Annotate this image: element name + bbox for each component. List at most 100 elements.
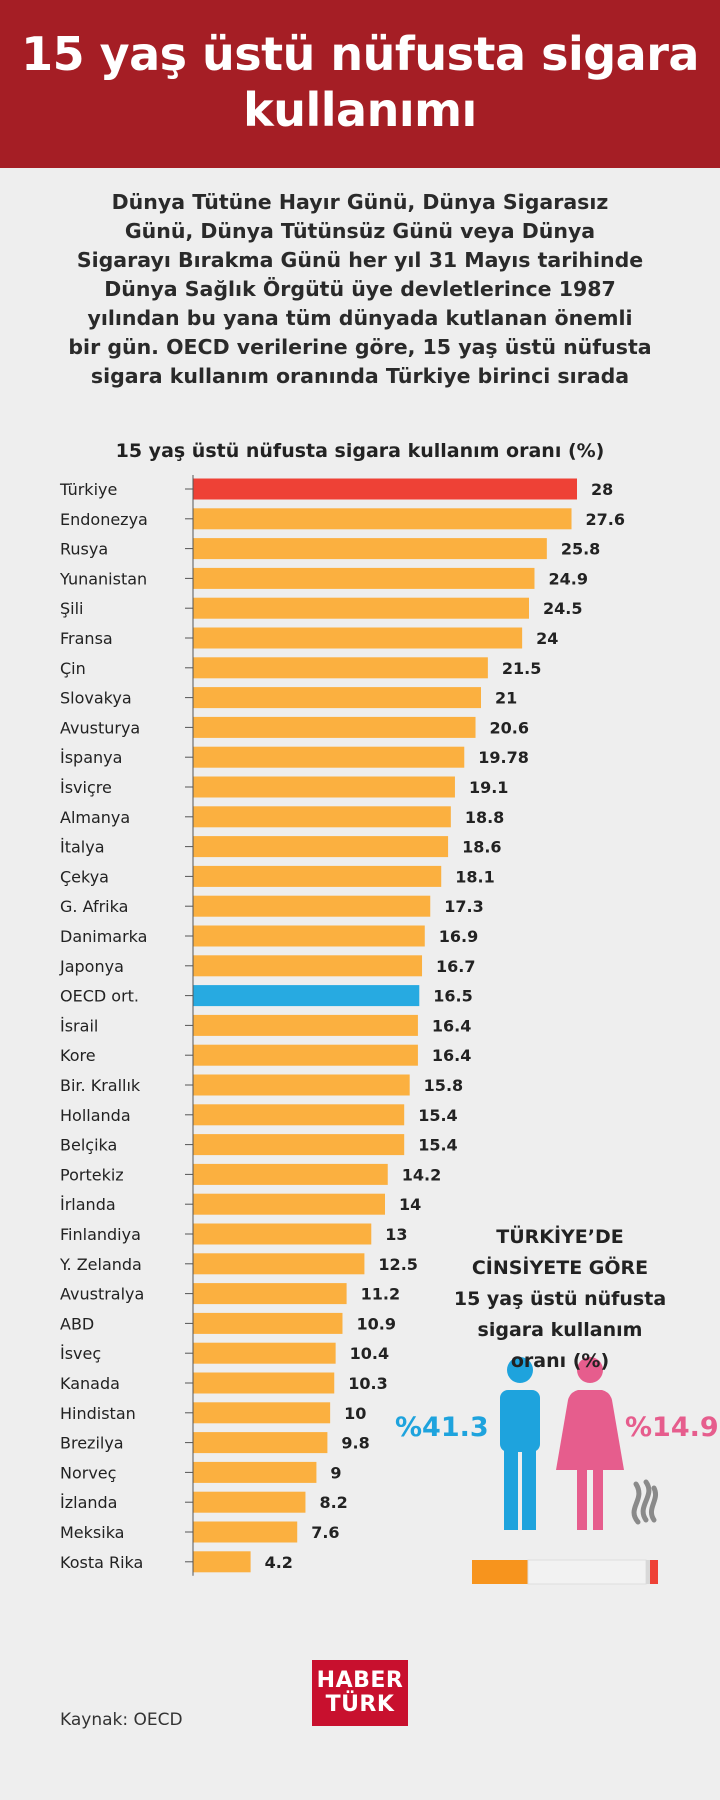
value-label: 4.2 [265,1553,293,1572]
category-label: Kore [60,1046,96,1065]
intro-line: sigara kullanım oranında Türkiye birinci… [90,364,630,388]
category-label: İspanya [60,748,122,767]
category-label: Belçika [60,1136,117,1155]
bar [193,1283,347,1305]
gender-section-title: TÜRKİYE’DE CİNSİYETE GÖRE 15 yaş üstü nü… [420,1222,700,1377]
intro-line: Dünya Tütüne Hayır Günü, Dünya Sigarasız [111,190,609,214]
value-label: 21 [495,689,517,708]
value-label: 18.8 [465,808,504,827]
category-label: G. Afrika [60,897,128,916]
category-label: Y. Zelanda [59,1255,142,1274]
category-label: Hollanda [60,1106,131,1125]
page-title: 15 yaş üstü nüfusta sigara kullanımı [21,27,699,137]
value-label: 15.4 [418,1136,457,1155]
bar [193,836,449,858]
value-label: 10 [344,1404,366,1423]
value-label: 12.5 [378,1255,417,1274]
category-label: OECD ort. [60,987,139,1006]
bar [193,508,572,530]
bar [193,776,455,798]
category-label: Meksika [60,1523,124,1542]
category-label: Avusturya [60,718,140,737]
value-label: 27.6 [586,510,625,529]
bar [193,1074,410,1096]
haberturk-logo: HABER TÜRK [312,1660,408,1726]
bar [193,1491,306,1513]
bar [193,895,431,917]
intro-line: Sigarayı Bırakma Günü her yıl 31 Mayıs t… [76,248,644,272]
value-label: 18.1 [455,867,494,886]
gender-title-line: CİNSİYETE GÖRE [471,1257,649,1279]
gender-title-line: 15 yaş üstü nüfusta [453,1288,667,1310]
bar [193,1551,251,1573]
gender-title-line: TÜRKİYE’DE [496,1226,624,1248]
bar [193,1342,336,1364]
category-label: Slovakya [60,689,132,708]
bar [193,1521,298,1543]
header-banner: 15 yaş üstü nüfusta sigara kullanımı [0,0,720,168]
value-label: 20.6 [490,718,529,737]
value-label: 14.2 [402,1165,441,1184]
value-label: 21.5 [502,659,541,678]
bar [193,1163,388,1185]
female-person-icon [556,1357,624,1530]
value-label: 25.8 [561,540,600,559]
category-label: Norveç [60,1463,116,1482]
male-person-icon [500,1357,540,1530]
value-label: 10.4 [350,1344,389,1363]
category-label: Şili [60,599,84,618]
value-label: 10.9 [356,1314,395,1333]
category-label: Kosta Rika [60,1553,143,1572]
value-label: 19.1 [469,778,508,797]
bar [193,1461,317,1483]
category-label: Finlandiya [60,1225,141,1244]
value-label: 8.2 [319,1493,347,1512]
cigarette-icon [472,1479,658,1585]
bar [193,657,488,679]
bar [193,597,529,619]
value-label: 16.4 [432,1016,471,1035]
intro-line: bir gün. OECD verilerine göre, 15 yaş üs… [68,335,652,359]
category-label: Çin [60,659,86,678]
category-label: Almanya [60,808,130,827]
category-label: İsveç [60,1344,101,1363]
bar [193,716,476,738]
bar [193,687,481,709]
category-label: Fransa [60,629,113,648]
bar [193,1402,331,1424]
intro-text: Dünya Tütüne Hayır Günü, Dünya Sigarasız… [50,188,670,391]
value-label: 7.6 [311,1523,339,1542]
male-percentage: %41.3 [395,1412,489,1443]
category-label: İrlanda [60,1195,116,1214]
gender-title-line: sigara kullanım [477,1319,643,1341]
bar [193,1134,405,1156]
bar [193,1014,418,1036]
value-label: 13 [385,1225,407,1244]
bar [193,985,420,1007]
value-label: 16.7 [436,957,475,976]
intro-line: Günü, Dünya Tütünsüz Günü veya Dünya [124,219,596,243]
value-label: 24.5 [543,599,582,618]
logo-line: HABER [316,1668,404,1693]
value-label: 10.3 [348,1374,387,1393]
category-label: Yunanistan [59,569,147,588]
category-label: Japonya [59,957,124,976]
bars-layer: Türkiye 28 Endonezya 27.6 Rusya 25.8 Yunanista… [59,475,625,1576]
chart-title: 15 yaş üstü nüfusta sigara kullanım oran… [115,440,605,462]
value-label: 18.6 [462,838,501,857]
category-label: Çekya [60,867,109,886]
category-label: Brezilya [60,1434,124,1453]
bar [193,478,577,500]
category-label: ABD [60,1314,94,1333]
category-label: İzlanda [60,1493,117,1512]
bar [193,1432,328,1454]
bar [193,1312,343,1334]
category-label: İsrail [60,1016,98,1035]
bar [193,538,547,560]
value-label: 15.8 [424,1076,463,1095]
value-label: 15.4 [418,1106,457,1125]
category-label: Kanada [60,1374,120,1393]
category-label: Danimarka [60,927,147,946]
bar [193,1372,335,1394]
